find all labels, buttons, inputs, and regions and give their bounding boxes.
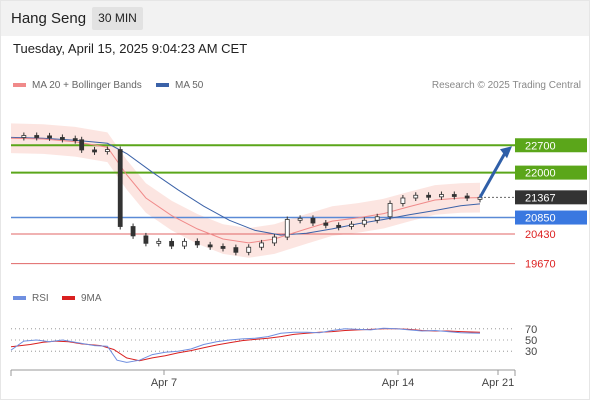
price-candle <box>246 246 252 253</box>
rsi-ma-swatch <box>62 296 75 301</box>
level-label-bg <box>515 165 587 180</box>
rsi-ma-legend: 9MA <box>62 293 102 304</box>
rsi-ma-line <box>10 328 481 362</box>
price-candle <box>182 240 187 247</box>
price-candle <box>79 139 85 151</box>
price-candle <box>72 138 78 142</box>
chart-header: Hang Seng 30 MIN <box>0 0 590 36</box>
level-label: 20850 <box>525 213 556 225</box>
level-label-bg <box>515 210 587 225</box>
ma50-line <box>10 136 481 236</box>
interval-button[interactable]: 30 MIN <box>92 7 143 30</box>
level-label: 22000 <box>525 168 556 180</box>
forecast-arrow-head <box>500 146 512 159</box>
price-candle <box>272 236 277 244</box>
level-label: 19670 <box>525 259 556 271</box>
ma50-legend-label: MA 50 <box>175 80 204 91</box>
ma20-swatch <box>13 83 26 88</box>
price-candle <box>156 240 162 244</box>
price-candle <box>413 194 419 199</box>
price-candle <box>349 223 354 227</box>
rsi-ma-legend-label: 9MA <box>81 293 102 304</box>
price-candle <box>47 135 52 139</box>
rsi-tick-label: 30 <box>525 346 537 358</box>
rsi-legend: RSI <box>13 293 49 304</box>
price-candle <box>464 195 470 199</box>
x-tick-label: Apr 7 <box>151 377 177 389</box>
timestamp: Tuesday, April 15, 2025 9:04:23 AM CET <box>13 41 248 56</box>
price-candle <box>104 149 110 152</box>
ma20-legend-label: MA 20 + Bollinger Bands <box>32 80 142 91</box>
rsi-tick-label: 50 <box>525 335 537 347</box>
price-candle <box>220 246 226 249</box>
price-candle <box>426 194 432 198</box>
level-label: 22700 <box>525 140 556 152</box>
price-candle <box>194 240 200 246</box>
level-label: 20430 <box>525 229 556 241</box>
ma50-swatch <box>156 83 169 88</box>
price-candle <box>130 226 136 237</box>
level-label-bg <box>515 190 587 205</box>
price-candle <box>21 135 27 138</box>
price-candle <box>323 222 329 226</box>
price-candle <box>92 149 97 153</box>
price-candle <box>439 194 444 198</box>
price-candle <box>259 242 264 248</box>
price-candle <box>400 197 406 204</box>
price-candle <box>117 149 123 227</box>
price-candle <box>374 216 380 221</box>
price-candle <box>361 219 367 225</box>
rsi-tick-label: 70 <box>525 324 537 336</box>
credit-text: Research © 2025 Trading Central <box>431 80 581 91</box>
ma50-legend: MA 50 <box>156 80 203 91</box>
price-candle <box>233 247 239 253</box>
level-label: 21367 <box>525 192 556 204</box>
price-candle <box>284 219 290 238</box>
rsi-swatch <box>13 296 26 301</box>
rsi-legend-label: RSI <box>32 293 49 304</box>
price-candle <box>387 203 393 218</box>
price-candle <box>169 240 175 247</box>
forecast-arrow-shaft <box>478 150 508 199</box>
price-candle <box>59 137 65 140</box>
level-label-bg <box>515 138 587 153</box>
price-candle <box>336 224 342 228</box>
x-tick-label: Apr 21 <box>482 377 514 389</box>
price-candle <box>143 235 149 244</box>
price-candle <box>34 135 40 138</box>
ma20-legend: MA 20 + Bollinger Bands <box>13 80 142 91</box>
price-candle <box>297 217 303 221</box>
price-candle <box>310 217 316 224</box>
x-tick-label: Apr 14 <box>382 377 414 389</box>
price-candle <box>207 244 213 248</box>
rsi-line <box>10 327 481 363</box>
instrument-title: Hang Seng <box>11 10 87 27</box>
price-candle <box>451 194 457 197</box>
